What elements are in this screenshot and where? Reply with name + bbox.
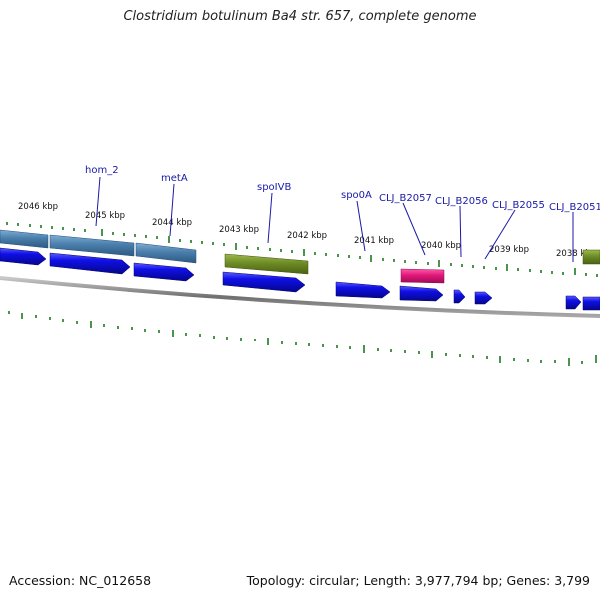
cds-arrow-3[interactable] [133,262,195,282]
cds-arrow-10[interactable] [582,296,600,311]
upper-tick-row [6,222,598,277]
genome-backbone [0,276,600,318]
cds-arrow-9[interactable] [565,295,582,310]
tick-label-2042: 2042 kbp [287,231,327,241]
gene-label-clj-b2057[interactable]: CLJ_B2057 [379,193,432,204]
gene-label-spoivb[interactable]: spoIVB [257,182,291,193]
gene-bar-steel-1[interactable] [0,229,49,249]
cds-arrow-6[interactable] [399,285,444,302]
tick-label-2039: 2039 kbp [489,245,529,255]
tick-label-2045: 2045 kbp [85,211,125,221]
lower-tick-row [8,311,597,366]
gene-label-hom-2[interactable]: hom_2 [85,165,119,176]
tick-label-2043: 2043 kbp [219,225,259,235]
cds-arrow-2[interactable] [49,252,131,275]
accession-text: Accession: NC_012658 [9,573,152,588]
gene-bar-olive-right[interactable] [582,249,600,265]
gene-label-clj-b2051[interactable]: CLJ_B2051 [549,202,600,213]
cds-arrow-5[interactable] [335,281,391,299]
gene-label-clj-b2055[interactable]: CLJ_B2055 [492,200,545,211]
map-title: Clostridium botulinum Ba4 str. 657, comp… [123,9,477,24]
cds-arrow-1[interactable] [0,247,47,266]
tick-label-2046: 2046 kbp [18,202,58,212]
gene-bar-olive-spoivb[interactable] [224,253,309,275]
gene-label-clj-b2056[interactable]: CLJ_B2056 [435,196,488,207]
gene-leader-lines [95,176,574,262]
tick-label-2044: 2044 kbp [152,218,192,228]
gene-bar-steel-2[interactable] [49,234,135,257]
gene-label-meta[interactable]: metA [161,173,188,184]
tick-label-2041: 2041 kbp [354,236,394,246]
cds-arrow-4[interactable] [222,271,306,293]
cds-arrow-8[interactable] [474,291,493,305]
cds-arrow-7[interactable] [453,289,466,304]
gene-bar-magenta[interactable] [400,268,445,284]
genome-summary-text: Topology: circular; Length: 3,977,794 bp… [246,573,590,588]
tick-label-2038: 2038 kbp [556,249,596,259]
gene-label-spo0a[interactable]: spo0A [341,190,372,201]
gene-bar-steel-3[interactable] [135,242,197,264]
tick-label-2040: 2040 kbp [421,241,461,251]
